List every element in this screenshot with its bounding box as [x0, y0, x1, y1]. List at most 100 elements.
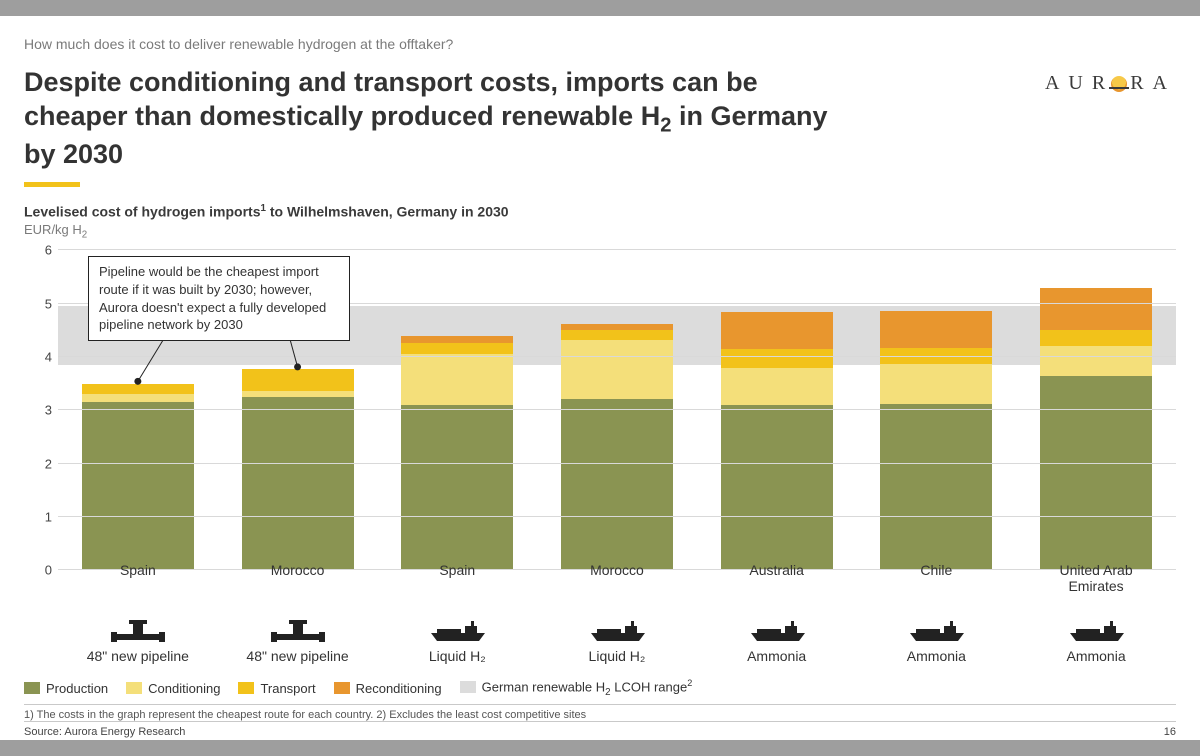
legend-item-transport: Transport — [238, 681, 315, 696]
ship-icon — [876, 616, 996, 646]
gridline — [58, 249, 1176, 250]
transport-cell: 48" new pipeline — [78, 616, 198, 664]
transport-route-row: 48" new pipeline 48" new pipeline Liquid H… — [58, 616, 1176, 664]
bar-segment-transport — [1040, 330, 1152, 346]
headline-part-a: Despite conditioning and transport costs… — [24, 67, 758, 131]
x-axis-country-label: Chile — [876, 562, 996, 594]
hydrogen-cost-chart: 0123456 Pipeline would be the cheapest i… — [24, 250, 1176, 610]
logo-text-b: RA — [1130, 72, 1176, 95]
bar-segment-transport — [561, 330, 673, 340]
transport-cell: Liquid H₂ — [557, 616, 677, 664]
subtitle-b: to Wilhelmshaven, Germany in 2030 — [266, 204, 509, 220]
legend-item-production: Production — [24, 681, 108, 696]
page-number: 16 — [1164, 726, 1176, 738]
transport-route-label: Liquid H₂ — [557, 648, 677, 664]
plot-area: Pipeline would be the cheapest import ro… — [58, 250, 1176, 570]
stacked-bar — [242, 369, 354, 570]
pipeline-icon — [78, 616, 198, 646]
bar-slot — [78, 384, 198, 571]
stacked-bar — [1040, 288, 1152, 571]
transport-cell: Liquid H₂ — [397, 616, 517, 664]
bar-segment-conditioning — [721, 368, 833, 405]
chart-legend: Production Conditioning Transport Reconditi… — [24, 678, 1176, 698]
transport-cell: Ammonia — [876, 616, 996, 664]
headline-subscript: 2 — [660, 114, 671, 136]
bar-segment-transport — [721, 349, 833, 368]
bar-segment-reconditioning — [1040, 288, 1152, 331]
transport-cell: Ammonia — [1036, 616, 1156, 664]
bar-slot — [1036, 288, 1156, 571]
bar-segment-transport — [82, 384, 194, 395]
ship-icon — [557, 616, 677, 646]
bar-segment-reconditioning — [880, 311, 992, 348]
bar-segment-conditioning — [82, 394, 194, 402]
transport-route-label: Ammonia — [876, 648, 996, 664]
ship-icon — [1036, 616, 1156, 646]
stacked-bar — [880, 311, 992, 571]
kicker-text: How much does it cost to deliver renewab… — [24, 36, 1176, 52]
headline-row: Despite conditioning and transport costs… — [24, 66, 1176, 172]
transport-route-label: Liquid H₂ — [397, 648, 517, 664]
pipeline-callout: Pipeline would be the cheapest import ro… — [88, 256, 350, 340]
stacked-bar — [401, 336, 513, 570]
subtitle-a: Levelised cost of hydrogen imports — [24, 204, 261, 220]
bar-segment-conditioning — [561, 340, 673, 399]
transport-route-label: 48" new pipeline — [238, 648, 358, 664]
x-axis-country-label: Spain — [397, 562, 517, 594]
logo-text-a: AUR — [1045, 72, 1114, 95]
bar-segment-production — [82, 402, 194, 570]
bar-slot — [876, 311, 996, 571]
stacked-bar — [721, 312, 833, 571]
transport-cell: Ammonia — [717, 616, 837, 664]
source-row: Source: Aurora Energy Research 16 — [24, 721, 1176, 738]
bar-segment-production — [880, 404, 992, 570]
gridline — [58, 516, 1176, 517]
gridline — [58, 356, 1176, 357]
transport-route-label: Ammonia — [1036, 648, 1156, 664]
bar-segment-production — [561, 399, 673, 571]
transport-route-label: Ammonia — [717, 648, 837, 664]
logo-sun-icon — [1111, 76, 1127, 92]
bar-segment-transport — [401, 343, 513, 355]
top-decorative-bar — [0, 0, 1200, 16]
gridline — [58, 409, 1176, 410]
aurora-logo: AUR RA — [1045, 72, 1176, 95]
bar-segment-production — [721, 405, 833, 570]
callout-text: Pipeline would be the cheapest import ro… — [99, 264, 326, 332]
y-tick-label: 5 — [45, 296, 52, 311]
bar-slot — [397, 336, 517, 570]
legend-item-conditioning: Conditioning — [126, 681, 220, 696]
bar-segment-conditioning — [880, 364, 992, 404]
y-tick-label: 0 — [45, 563, 52, 578]
bar-slot — [557, 324, 677, 570]
y-tick-label: 2 — [45, 456, 52, 471]
x-axis-country-label: Spain — [78, 562, 198, 594]
x-axis-country-label: United Arab Emirates — [1036, 562, 1156, 594]
legend-item-reconditioning: Reconditioning — [334, 681, 442, 696]
bar-segment-production — [1040, 376, 1152, 571]
bottom-decorative-bar — [0, 740, 1200, 756]
ship-icon — [717, 616, 837, 646]
bar-slot — [717, 312, 837, 571]
x-axis-countries: SpainMoroccoSpainMoroccoAustraliaChileUn… — [58, 562, 1176, 594]
bar-segment-reconditioning — [721, 312, 833, 349]
y-tick-label: 3 — [45, 403, 52, 418]
stacked-bar — [561, 324, 673, 570]
headline: Despite conditioning and transport costs… — [24, 66, 844, 172]
y-axis: 0123456 — [24, 250, 58, 570]
chart-unit: EUR/kg H2 — [24, 222, 1176, 241]
bar-segment-conditioning — [1040, 346, 1152, 375]
unit-sub: 2 — [82, 229, 87, 240]
y-tick-label: 6 — [45, 243, 52, 258]
bar-segment-transport — [242, 369, 354, 390]
slide-content: How much does it cost to deliver renewab… — [0, 16, 1200, 740]
bar-segment-conditioning — [401, 354, 513, 405]
stacked-bar — [82, 384, 194, 571]
pipeline-icon — [238, 616, 358, 646]
legend-item-lcoh-range: German renewable H2 LCOH range2 — [460, 678, 693, 698]
ship-icon — [397, 616, 517, 646]
chart-subtitle: Levelised cost of hydrogen imports1 to W… — [24, 203, 1176, 220]
bar-slot — [238, 369, 358, 570]
source-text: Source: Aurora Energy Research — [24, 726, 185, 738]
transport-route-label: 48" new pipeline — [78, 648, 198, 664]
